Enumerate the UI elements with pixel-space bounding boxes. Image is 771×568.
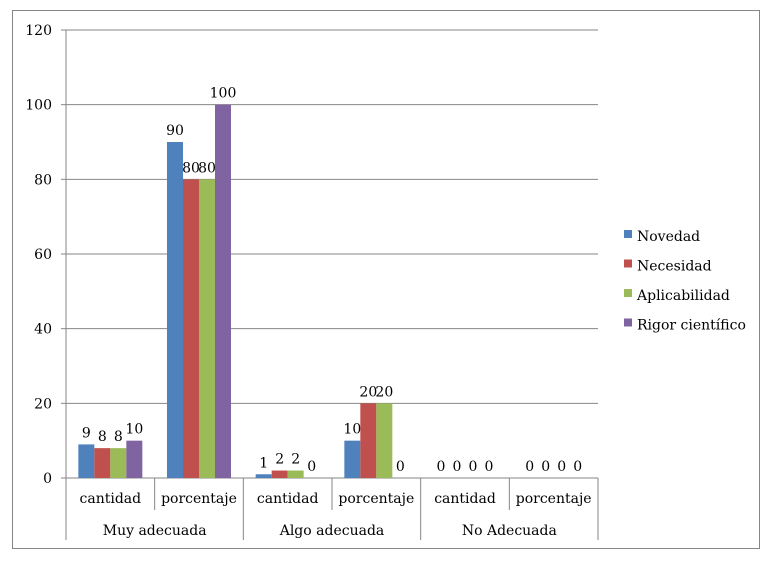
category-label: cantidad xyxy=(80,491,142,507)
data-label: 0 xyxy=(437,459,446,475)
legend-swatch xyxy=(624,230,632,238)
data-label: 0 xyxy=(525,459,534,475)
legend-label: Necesidad xyxy=(637,259,712,275)
y-tick-label: 60 xyxy=(34,247,52,263)
data-label: 2 xyxy=(275,452,284,468)
data-label: 90 xyxy=(166,123,184,139)
legend-swatch xyxy=(624,259,632,268)
legend-label: Aplicabilidad xyxy=(636,288,730,304)
data-label: 20 xyxy=(359,384,377,400)
bar xyxy=(110,448,127,478)
legend-swatch xyxy=(624,318,632,327)
data-label: 9 xyxy=(82,425,91,441)
legend-label: Rigor científico xyxy=(637,318,746,334)
bar xyxy=(287,470,304,478)
data-label: 100 xyxy=(210,86,237,102)
y-tick-label: 0 xyxy=(43,471,52,487)
y-tick-label: 100 xyxy=(25,98,52,114)
data-label: 80 xyxy=(182,160,200,176)
bar xyxy=(199,179,215,479)
data-label: 0 xyxy=(573,459,582,475)
data-label: 0 xyxy=(307,459,316,475)
data-label: 20 xyxy=(375,384,393,400)
bar xyxy=(126,440,143,478)
y-tick-label: 20 xyxy=(34,396,52,412)
category-label: porcentaje xyxy=(161,491,237,507)
group-label: Muy adecuada xyxy=(103,523,207,539)
group-label: No Adecuada xyxy=(462,523,557,539)
category-label: cantidad xyxy=(257,491,319,507)
bar xyxy=(167,142,183,478)
data-label: 10 xyxy=(343,422,361,438)
legend-label: Novedad xyxy=(637,229,700,245)
data-label: 10 xyxy=(125,422,143,438)
bar xyxy=(78,444,95,478)
data-label: 0 xyxy=(485,459,494,475)
category-label: porcentaje xyxy=(338,491,414,507)
category-label: cantidad xyxy=(434,491,496,507)
category-label: porcentaje xyxy=(516,491,592,507)
y-tick-label: 120 xyxy=(25,23,52,39)
data-label: 8 xyxy=(114,429,123,445)
data-label: 8 xyxy=(98,429,107,445)
data-label: 0 xyxy=(557,459,566,475)
data-label: 0 xyxy=(469,459,478,475)
bar xyxy=(344,440,361,478)
data-label: 1 xyxy=(259,455,268,471)
data-label: 0 xyxy=(453,459,462,475)
group-label: Algo adecuada xyxy=(279,523,385,539)
bar xyxy=(215,104,231,479)
data-label: 0 xyxy=(541,459,550,475)
data-label: 0 xyxy=(396,459,405,475)
y-tick-label: 40 xyxy=(34,322,52,338)
bar xyxy=(94,448,111,478)
data-label: 2 xyxy=(291,452,300,468)
bar xyxy=(376,403,393,478)
legend-swatch xyxy=(624,289,632,297)
bar xyxy=(360,403,377,478)
data-label: 80 xyxy=(198,160,216,176)
bar xyxy=(183,179,199,479)
y-tick-label: 80 xyxy=(34,172,52,188)
bar xyxy=(255,474,272,478)
bar xyxy=(271,470,288,478)
